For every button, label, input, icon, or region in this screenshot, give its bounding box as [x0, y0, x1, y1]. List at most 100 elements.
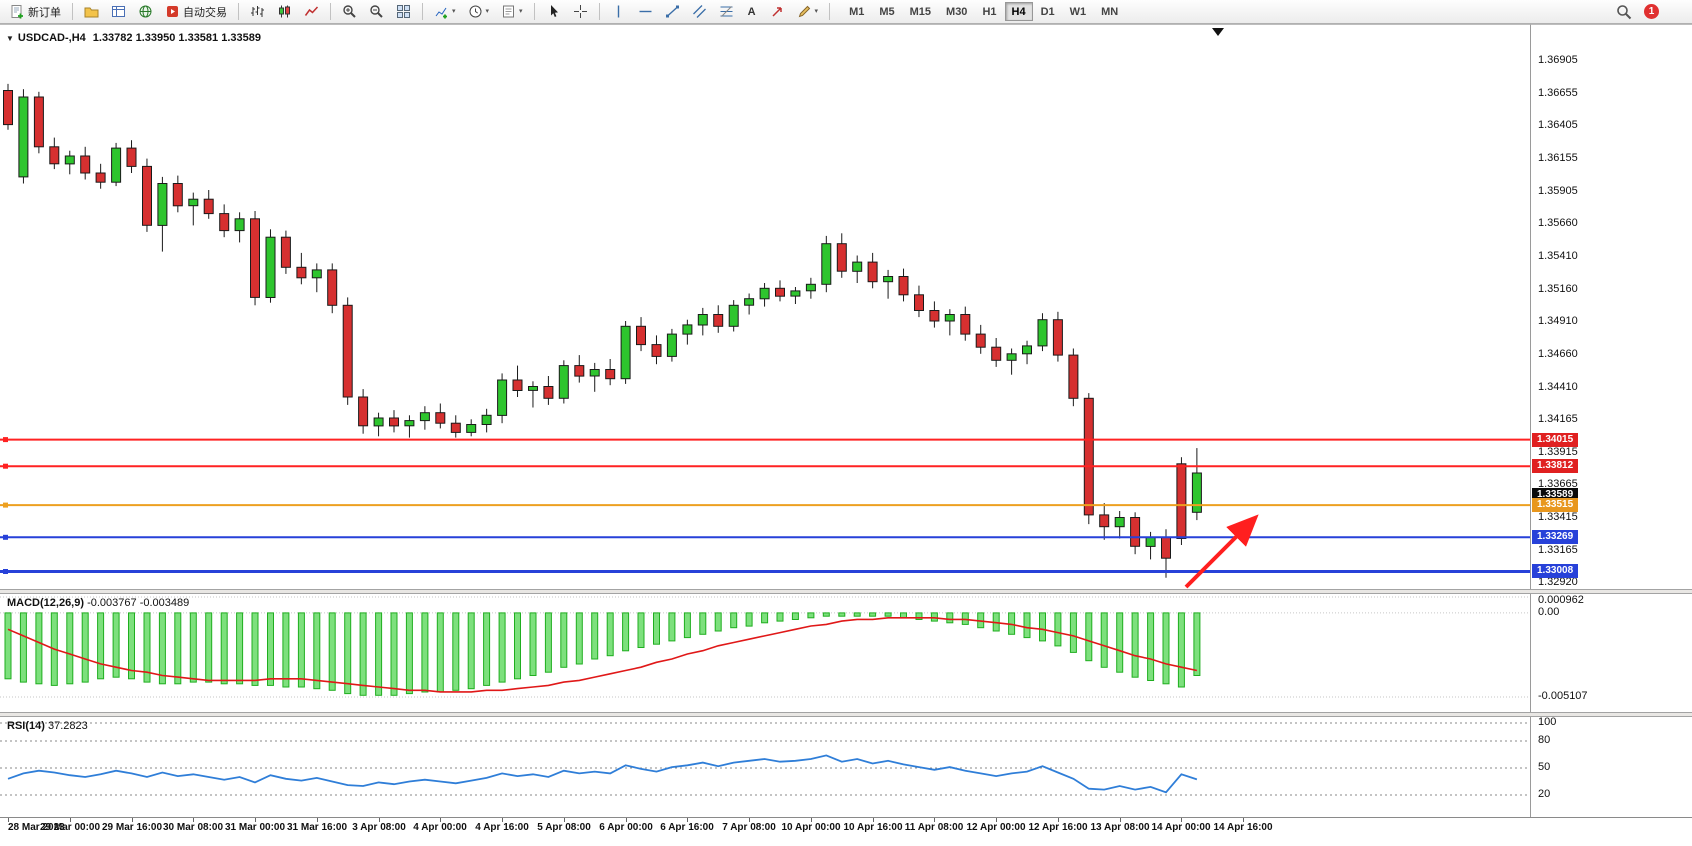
time-axis[interactable]: 28 Mar 2023 29 Mar 00:00 29 Mar 16:00 30 Ma… — [0, 817, 1692, 846]
time-axis-tick — [70, 818, 71, 822]
dropdown-caret: ▾ — [519, 8, 523, 15]
time-axis-label: 29 Mar 16:00 — [101, 822, 163, 833]
notification-badge[interactable]: 1 — [1644, 4, 1659, 19]
hline-handle[interactable] — [3, 437, 8, 443]
timeframe-h1-button[interactable]: H1 — [975, 2, 1003, 21]
dropdown-caret: ▾ — [814, 8, 819, 15]
macd-axis-label: 0.000962 — [1538, 594, 1584, 606]
channel-button[interactable] — [687, 2, 712, 22]
time-axis-tick — [934, 818, 935, 822]
crosshair-icon — [573, 5, 587, 18]
time-axis-label: 29 Mar 00:00 — [39, 822, 101, 833]
time-axis-label: 5 Apr 08:00 — [537, 822, 591, 833]
arrows-tool-button[interactable] — [765, 2, 790, 22]
macd-axis[interactable]: 0.000962 0.00 -0.005107 — [1530, 594, 1692, 712]
data-window-button[interactable] — [106, 2, 131, 22]
hline-handle[interactable] — [3, 534, 8, 540]
time-axis-label: 3 Apr 08:00 — [352, 822, 406, 833]
time-axis-tick — [1120, 818, 1121, 822]
rsi-panel[interactable]: RSI(14) 37.2823 — [0, 717, 1530, 817]
timeframe-m5-button[interactable]: M5 — [872, 2, 901, 21]
text-tool-button[interactable]: A — [741, 2, 763, 22]
timeframe-d1-button[interactable]: D1 — [1034, 2, 1062, 21]
collapse-icon[interactable]: ▼ — [6, 34, 14, 43]
autotrading-button[interactable]: 自动交易 — [160, 2, 232, 22]
hline-handle[interactable] — [3, 569, 8, 574]
tile-windows-button[interactable] — [391, 2, 416, 22]
bar-chart-button[interactable] — [245, 2, 270, 22]
vertical-line-button[interactable] — [606, 2, 631, 22]
toolbar-separator — [238, 3, 239, 20]
trendline-button[interactable] — [660, 2, 685, 22]
globe-button[interactable] — [133, 2, 158, 22]
timeframe-toolbar: M1 M5 M15 M30 H1 H4 D1 W1 MN — [842, 2, 1125, 21]
profiles-folder-icon — [84, 7, 99, 18]
rsi-chart[interactable] — [0, 717, 1530, 817]
macd-panel[interactable]: MACD(12,26,9) -0.003767 -0.003489 — [0, 594, 1530, 712]
rsi-axis[interactable]: 100 80 50 20 — [1530, 717, 1692, 817]
hline-handle[interactable] — [3, 463, 8, 469]
time-axis-label: 28 Mar 2023 — [8, 822, 65, 833]
price-tag: 1.33812 — [1532, 459, 1579, 473]
search-icon[interactable] — [1616, 4, 1632, 20]
price-tag: 1.33269 — [1532, 530, 1579, 544]
symbol-period-label: USDCAD-,H4 — [17, 32, 86, 44]
toolbar: 新订单 自动交易 — [0, 0, 1692, 24]
time-axis-tick — [440, 818, 441, 822]
zoom-in-button[interactable] — [337, 2, 362, 22]
templates-button[interactable]: ▾ — [496, 2, 528, 22]
cursor-button[interactable] — [541, 2, 566, 22]
price-tag: 1.33515 — [1532, 498, 1579, 512]
dropdown-caret: ▾ — [452, 8, 456, 15]
price-axis-label: 1.35160 — [1538, 283, 1578, 295]
fibonacci-button[interactable] — [714, 2, 739, 22]
time-axis-tick — [811, 818, 812, 822]
price-axis[interactable]: 1.36905 1.36655 1.36405 1.36155 1.35905 1.356… — [1530, 24, 1692, 589]
bar-marker-icon — [1212, 28, 1224, 36]
candlestick-chart[interactable] — [0, 25, 1530, 589]
time-axis-label: 30 Mar 08:00 — [162, 822, 224, 833]
rsi-axis-label: 20 — [1538, 788, 1551, 800]
line-chart-button[interactable] — [299, 2, 324, 22]
new-order-button[interactable]: 新订单 — [5, 2, 66, 22]
rsi-axis-label: 50 — [1538, 761, 1551, 773]
macd-name: MACD(12,26,9) — [7, 597, 85, 609]
rsi-line — [7, 754, 1198, 794]
macd-signal-line — [7, 616, 1198, 693]
macd-chart[interactable] — [0, 594, 1530, 712]
timeframe-mn-button[interactable]: MN — [1094, 2, 1125, 21]
crosshair-button[interactable] — [568, 2, 593, 22]
candlestick-button[interactable] — [272, 2, 297, 22]
panel-splitter[interactable] — [0, 589, 1692, 594]
indicators-button[interactable]: ▾ — [429, 2, 461, 22]
arrow-annotation[interactable] — [1184, 514, 1259, 589]
hline-handle[interactable] — [3, 502, 8, 508]
panel-splitter[interactable] — [0, 712, 1692, 717]
zoom-out-button[interactable] — [364, 2, 389, 22]
text-tool-icon: A — [747, 5, 756, 18]
time-axis-label: 7 Apr 08:00 — [722, 822, 776, 833]
rsi-axis-label: 80 — [1538, 734, 1551, 746]
timeframe-m1-button[interactable]: M1 — [842, 2, 871, 21]
price-axis-label: 1.33415 — [1538, 511, 1578, 523]
timeframe-w1-button[interactable]: W1 — [1063, 2, 1094, 21]
periods-button[interactable]: ▾ — [463, 2, 495, 22]
timeframe-h4-button[interactable]: H4 — [1004, 2, 1033, 21]
time-axis-label: 4 Apr 16:00 — [475, 822, 529, 833]
timeframe-m30-button[interactable]: M30 — [939, 2, 974, 21]
price-axis-label: 1.33915 — [1538, 446, 1578, 458]
main-chart-plot[interactable]: ▼ USDCAD-,H4 1.33782 1.33950 1.33581 1.335… — [0, 24, 1530, 589]
toolbar-separator — [72, 3, 73, 20]
time-axis-label: 12 Apr 16:00 — [1028, 822, 1088, 833]
time-axis-tick — [379, 818, 380, 822]
new-order-label: 新订单 — [28, 6, 61, 19]
price-axis-label: 1.34660 — [1538, 348, 1578, 360]
price-axis-label: 1.35660 — [1538, 217, 1578, 229]
template-icon — [503, 5, 515, 18]
macd-value: -0.003767 — [87, 597, 137, 609]
horizontal-line-button[interactable] — [633, 2, 658, 22]
shapes-button[interactable]: ▾ — [792, 2, 824, 22]
timeframe-m15-button[interactable]: M15 — [903, 2, 938, 21]
profiles-button[interactable] — [79, 2, 104, 22]
